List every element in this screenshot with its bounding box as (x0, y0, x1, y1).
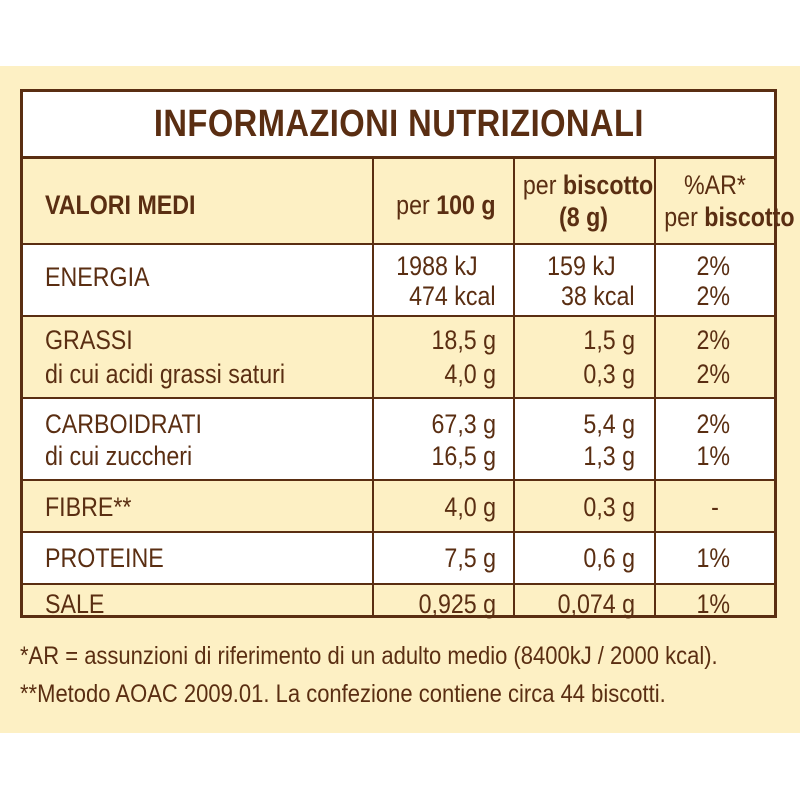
label-fibre: FIBRE** (45, 492, 132, 522)
header-ar-per-biscotto: per biscotto (664, 202, 795, 232)
value: 38 kcal (561, 281, 635, 311)
column-divider (654, 159, 656, 618)
divider (23, 243, 774, 245)
header-ar: %AR* (684, 170, 746, 200)
value: 4,0 g (444, 492, 496, 522)
column-divider (513, 159, 515, 618)
value: 5,4 g (583, 409, 635, 439)
footnote-metodo: **Metodo AOAC 2009.01. La confezione con… (20, 680, 666, 708)
footnote-ar: *AR = assunzioni di riferimento di un ad… (20, 642, 718, 670)
value: 2% (696, 281, 730, 311)
row-grassi (23, 317, 774, 397)
value: 4,0 g (444, 359, 496, 389)
value: 1,3 g (583, 441, 635, 471)
label-energia: ENERGIA (45, 262, 150, 292)
label-carboidrati: CARBOIDRATI (45, 409, 202, 439)
value: - (711, 492, 719, 522)
divider (23, 479, 774, 481)
value: 16,5 g (431, 441, 496, 471)
value: 0,074 g (557, 589, 635, 619)
row-proteine (23, 533, 774, 583)
value: 2% (696, 251, 730, 281)
value: 0,6 g (583, 543, 635, 573)
label-zuccheri: di cui zuccheri (45, 441, 193, 471)
row-carboidrati (23, 399, 774, 479)
header-per-biscotto: per biscotto (522, 170, 654, 200)
row-energia (23, 245, 774, 315)
row-sale (23, 585, 774, 618)
value: 18,5 g (431, 325, 496, 355)
divider (23, 583, 774, 585)
value: 2% (696, 359, 730, 389)
label-grassi-saturi: di cui acidi grassi saturi (45, 359, 286, 389)
header-per-100g: per 100 g (396, 190, 496, 220)
header-8g: (8 g) (558, 202, 609, 232)
value: 1% (696, 589, 730, 619)
value: 0,3 g (583, 359, 635, 389)
label-sale: SALE (45, 589, 105, 619)
value: 67,3 g (431, 409, 496, 439)
label-proteine: PROTEINE (45, 543, 164, 573)
divider (23, 531, 774, 533)
column-divider (372, 159, 374, 618)
value: 1988 kJ (396, 251, 478, 281)
value: 1,5 g (583, 325, 635, 355)
table-title: INFORMAZIONI NUTRIZIONALI (23, 92, 774, 159)
value: 2% (696, 325, 730, 355)
divider (23, 397, 774, 399)
value: 474 kcal (409, 281, 496, 311)
divider (23, 315, 774, 317)
value: 2% (696, 409, 730, 439)
table-frame (20, 89, 777, 618)
header-row (23, 159, 774, 245)
value: 1% (696, 441, 730, 471)
label-grassi: GRASSI (45, 325, 133, 355)
value: 159 kJ (547, 251, 616, 281)
header-valori-medi: VALORI MEDI (45, 190, 196, 220)
value: 7,5 g (444, 543, 496, 573)
row-fibre (23, 481, 774, 531)
value: 1% (696, 543, 730, 573)
value: 0,925 g (418, 589, 496, 619)
value: 0,3 g (583, 492, 635, 522)
